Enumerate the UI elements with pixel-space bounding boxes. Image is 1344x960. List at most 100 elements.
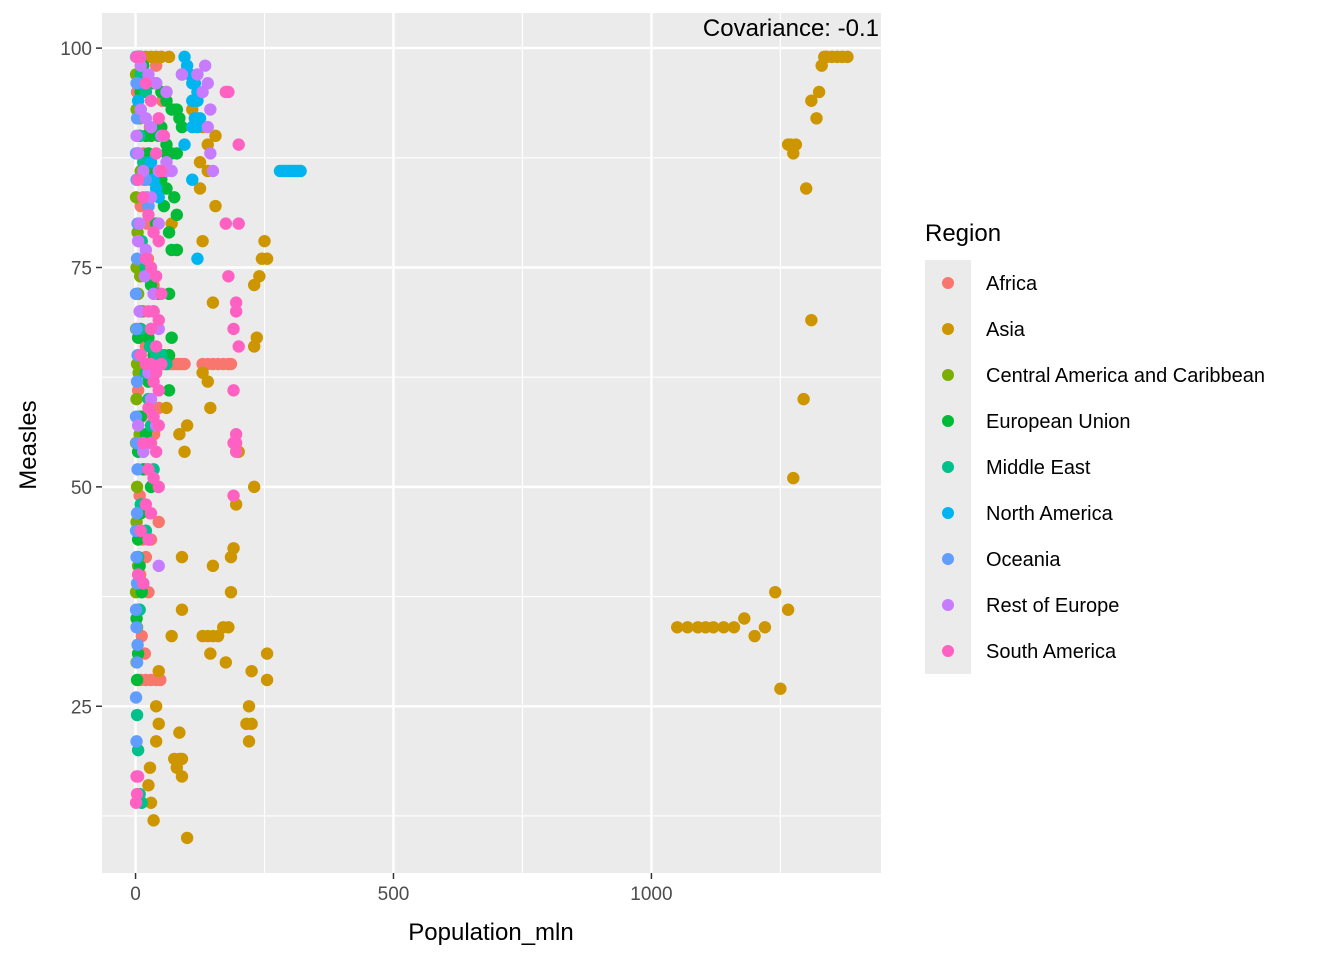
legend-key-africa <box>942 277 954 289</box>
point-south-america <box>137 191 150 204</box>
point-asia <box>162 50 176 64</box>
point-european-union <box>160 182 173 195</box>
point-oceania <box>130 550 143 564</box>
point-asia <box>727 621 741 634</box>
point-south-america <box>155 287 168 301</box>
point-south-america <box>222 85 235 99</box>
point-south-america <box>142 208 155 222</box>
point-asia <box>193 155 207 169</box>
legend-key-south-america <box>942 645 954 657</box>
point-rest-of-europe <box>201 120 214 134</box>
point-rest-of-europe <box>204 147 217 160</box>
legend-title: Region <box>925 220 1001 247</box>
point-asia <box>242 735 256 748</box>
covariance-annotation: Covariance: -0.1 <box>703 15 879 42</box>
point-asia <box>196 629 209 643</box>
point-south-america <box>134 50 147 64</box>
point-asia <box>258 234 271 248</box>
point-rest-of-europe <box>130 129 143 143</box>
point-asia <box>799 182 813 195</box>
point-asia <box>260 647 274 660</box>
point-south-america <box>142 533 155 546</box>
point-rest-of-europe <box>198 59 212 72</box>
legend-label-oceania: Oceania <box>986 549 1061 571</box>
point-asia <box>245 664 258 678</box>
point-south-america <box>155 357 168 371</box>
point-european-union <box>170 147 184 160</box>
point-rest-of-europe <box>133 217 146 230</box>
point-european-union <box>162 384 176 397</box>
point-south-america <box>227 489 240 502</box>
point-asia <box>204 647 217 660</box>
point-south-america <box>134 524 147 537</box>
x-axis-title: Population_mln <box>408 919 573 946</box>
point-south-america <box>152 480 165 494</box>
point-asia <box>748 629 761 643</box>
point-rest-of-europe <box>138 270 152 283</box>
point-oceania <box>129 603 143 616</box>
panel-background <box>102 13 881 873</box>
point-north-america <box>294 164 307 178</box>
point-south-america <box>157 129 171 143</box>
point-asia <box>797 392 810 406</box>
x-axis-ticks: 0 500 1000 <box>130 873 673 905</box>
point-european-union <box>173 112 186 125</box>
point-asia <box>247 340 261 353</box>
point-asia <box>173 428 186 441</box>
legend-key-asia <box>942 323 954 335</box>
y-axis-ticks: 25 50 75 100 <box>60 39 102 718</box>
point-asia <box>175 770 189 783</box>
point-south-america <box>152 384 165 397</box>
point-asia <box>245 717 258 731</box>
point-asia <box>671 621 684 634</box>
legend-label-rest-of-europe: Rest of Europe <box>986 595 1119 617</box>
point-asia <box>152 664 165 678</box>
point-asia <box>201 375 214 388</box>
x-tick-label: 500 <box>378 884 410 905</box>
point-asia <box>180 419 194 432</box>
point-asia <box>143 761 157 774</box>
point-south-america <box>232 340 245 353</box>
point-north-america <box>178 138 191 151</box>
point-south-america <box>155 164 168 178</box>
point-south-america <box>131 173 145 186</box>
point-asia <box>841 50 854 64</box>
point-middle-east <box>130 708 144 722</box>
x-tick-label: 0 <box>130 884 141 905</box>
point-asia <box>209 129 222 143</box>
point-south-america <box>144 94 158 107</box>
point-asia <box>209 199 222 213</box>
legend-label-middle-east: Middle East <box>986 457 1091 479</box>
point-south-america <box>232 138 245 151</box>
point-oceania <box>129 691 143 704</box>
point-south-america <box>149 147 163 160</box>
point-asia <box>738 612 751 625</box>
point-asia <box>149 735 163 748</box>
point-asia <box>173 726 186 739</box>
point-rest-of-europe <box>204 103 217 116</box>
point-asia <box>196 234 209 248</box>
point-asia <box>193 182 207 195</box>
point-oceania <box>130 656 144 669</box>
point-asia <box>149 700 163 713</box>
point-south-america <box>144 322 158 336</box>
y-tick-label: 25 <box>71 697 92 718</box>
point-oceania <box>130 735 143 748</box>
point-asia <box>247 278 261 292</box>
y-tick-label: 50 <box>71 478 92 499</box>
point-asia <box>805 94 818 107</box>
point-south-america <box>152 112 165 125</box>
point-asia <box>260 252 274 265</box>
point-asia <box>180 831 194 845</box>
point-asia <box>784 138 797 151</box>
point-south-america <box>222 270 235 283</box>
point-european-union <box>162 226 176 239</box>
point-north-america <box>191 120 204 134</box>
point-asia <box>204 401 217 415</box>
point-rest-of-europe <box>160 85 173 99</box>
x-tick-label: 1000 <box>630 884 672 905</box>
legend-key-central-america-and-caribbean <box>942 369 954 381</box>
point-asia <box>147 814 160 827</box>
point-rest-of-europe <box>137 445 150 458</box>
point-rest-of-europe <box>131 147 145 160</box>
